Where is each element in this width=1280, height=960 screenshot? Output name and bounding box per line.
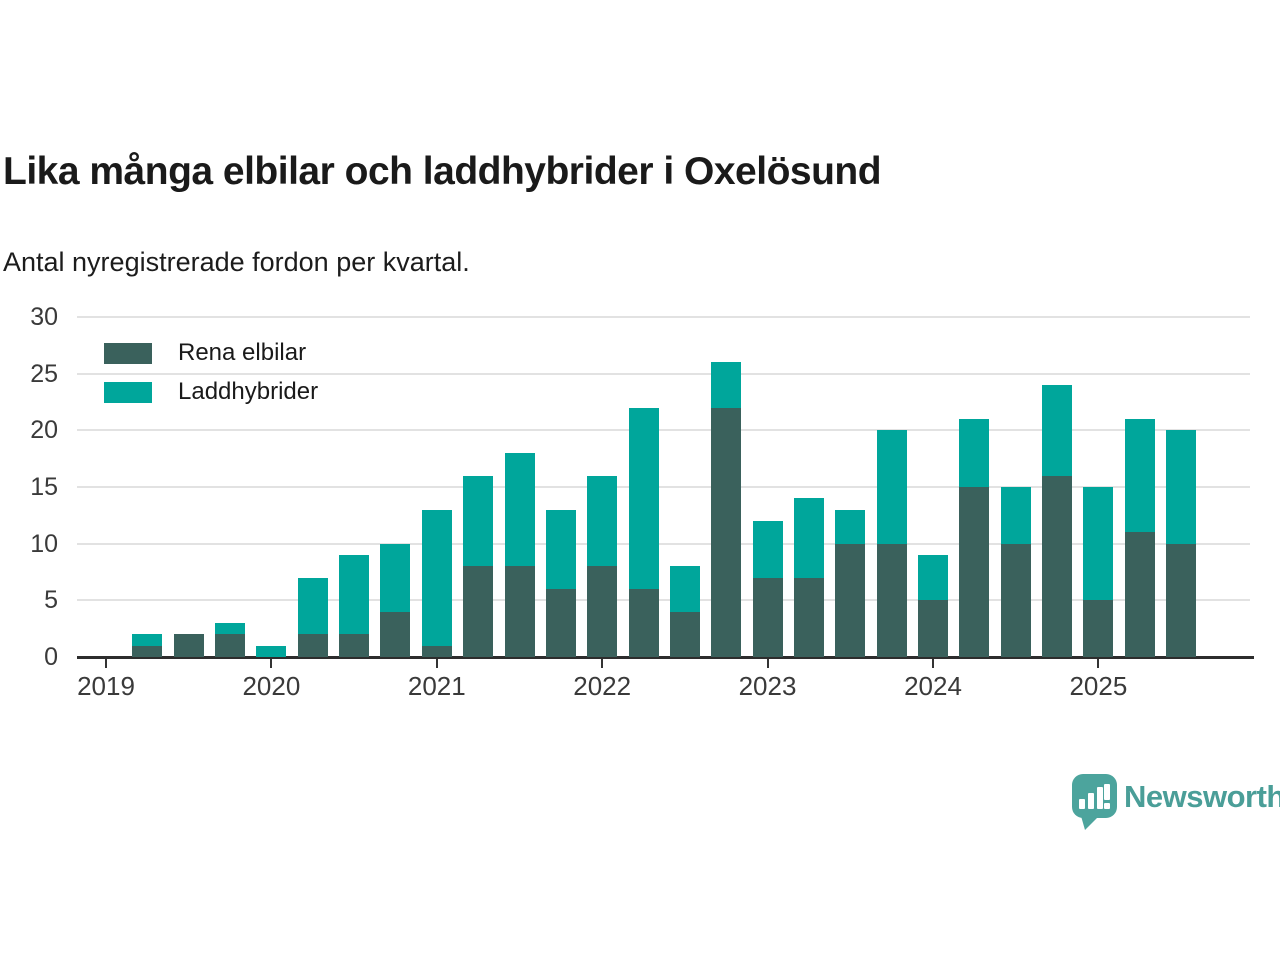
bar-segment-rena-elbilar	[835, 543, 866, 657]
bar-segment-rena-elbilar	[173, 634, 204, 657]
chart-title: Lika många elbilar och laddhybrider i Ox…	[3, 150, 882, 193]
x-axis-tick-label: 2022	[573, 671, 632, 701]
bar-segment-laddhybrider	[1042, 385, 1072, 476]
bar-segment-rena-elbilar	[132, 645, 163, 657]
bar-segment-laddhybrider	[339, 555, 370, 635]
y-axis-tick-label: 5	[44, 586, 58, 615]
legend-item-laddhybrider: Laddhybrider	[104, 378, 318, 406]
gridline	[77, 429, 1250, 432]
x-axis-tick	[766, 659, 769, 668]
gridline	[77, 316, 1250, 318]
newsworthy-speech-bubble-chart-icon	[1072, 774, 1117, 830]
bar-segment-rena-elbilar	[421, 645, 452, 657]
bar-segment-laddhybrider	[669, 566, 700, 612]
bar-segment-rena-elbilar	[297, 634, 328, 657]
x-axis-tick-label: 2021	[407, 671, 466, 701]
x-axis-tick	[270, 659, 273, 668]
bar-segment-rena-elbilar	[1000, 543, 1031, 657]
gridline	[77, 372, 1250, 375]
bar-segment-laddhybrider	[504, 453, 535, 567]
y-axis-tick-label: 20	[30, 416, 58, 445]
y-axis-tick-label: 10	[30, 529, 58, 558]
bar-segment-laddhybrider	[1124, 419, 1155, 533]
bar-segment-laddhybrider	[793, 498, 824, 578]
bar-segment-rena-elbilar	[628, 589, 659, 657]
legend-swatch-laddhybrider	[104, 381, 152, 403]
y-axis-tick-label: 25	[30, 359, 58, 388]
bar-segment-laddhybrider	[918, 555, 948, 601]
x-axis-tick	[1097, 659, 1100, 668]
bar-segment-laddhybrider	[215, 623, 245, 635]
bar-segment-laddhybrider	[835, 509, 866, 544]
bar-segment-rena-elbilar	[1166, 543, 1196, 657]
legend-label: Rena elbilar	[178, 339, 307, 366]
x-axis-tick	[435, 659, 438, 668]
bar-segment-laddhybrider	[421, 509, 452, 646]
x-axis-tick-label: 2019	[77, 671, 135, 701]
newsworthy-wordmark: Newsworthy	[1124, 779, 1280, 814]
bar-segment-rena-elbilar	[463, 566, 494, 657]
bar-segment-rena-elbilar	[545, 589, 576, 657]
newsworthy-logo: Newsworthy	[1070, 770, 1280, 830]
bar-segment-laddhybrider	[256, 645, 287, 657]
x-axis-tick-label: 2025	[1069, 671, 1128, 701]
x-axis-tick	[601, 659, 604, 668]
bar-segment-laddhybrider	[1083, 487, 1114, 601]
bar-segment-laddhybrider	[297, 577, 328, 635]
bar-segment-rena-elbilar	[587, 566, 618, 657]
legend-label: Laddhybrider	[178, 378, 319, 405]
bar-segment-laddhybrider	[959, 419, 990, 487]
bar-segment-laddhybrider	[463, 475, 494, 567]
bar-segment-rena-elbilar	[711, 407, 742, 657]
bar-segment-rena-elbilar	[504, 566, 535, 657]
bar-segment-rena-elbilar	[380, 611, 411, 657]
bar-segment-laddhybrider	[876, 430, 907, 544]
bar-segment-rena-elbilar	[215, 634, 245, 657]
legend-swatch-rena-elbilar	[104, 342, 152, 364]
y-axis-tick-label: 15	[30, 473, 58, 501]
bar-segment-rena-elbilar	[876, 543, 907, 657]
bar-segment-laddhybrider	[1000, 487, 1031, 544]
bar-segment-rena-elbilar	[959, 487, 990, 657]
gridline	[77, 486, 1250, 488]
bar-segment-laddhybrider	[628, 407, 659, 589]
bar-segment-laddhybrider	[711, 362, 742, 408]
x-axis-tick	[105, 659, 107, 668]
x-axis-tick-label: 2024	[904, 671, 962, 701]
bar-segment-rena-elbilar	[918, 600, 948, 657]
bar-segment-laddhybrider	[545, 509, 576, 589]
y-axis-tick-label: 0	[44, 643, 58, 671]
bar-segment-laddhybrider	[1166, 430, 1196, 544]
bar-segment-rena-elbilar	[793, 577, 824, 657]
bar-segment-rena-elbilar	[1042, 475, 1072, 657]
legend-item-rena-elbilar: Rena elbilar	[104, 339, 318, 367]
x-axis-tick-label: 2020	[242, 671, 301, 701]
bar-segment-laddhybrider	[587, 475, 618, 567]
bar-segment-rena-elbilar	[752, 577, 783, 657]
x-axis-tick-label: 2023	[738, 671, 797, 701]
bar-segment-rena-elbilar	[1124, 532, 1155, 657]
bar-segment-rena-elbilar	[1083, 600, 1114, 657]
legend: Rena elbilar Laddhybrider	[104, 339, 318, 417]
bar-segment-laddhybrider	[752, 521, 783, 578]
chart-subtitle: Antal nyregistrerade fordon per kvartal.	[3, 247, 470, 277]
bar-segment-laddhybrider	[380, 543, 411, 612]
gridline	[77, 599, 1250, 602]
gridline	[77, 542, 1250, 545]
x-axis-tick	[932, 659, 934, 668]
x-axis-line	[77, 656, 1254, 659]
bar-segment-rena-elbilar	[669, 611, 700, 657]
y-axis-tick-label: 30	[30, 303, 58, 331]
bar-segment-laddhybrider	[132, 634, 163, 646]
bar-segment-rena-elbilar	[339, 634, 370, 657]
